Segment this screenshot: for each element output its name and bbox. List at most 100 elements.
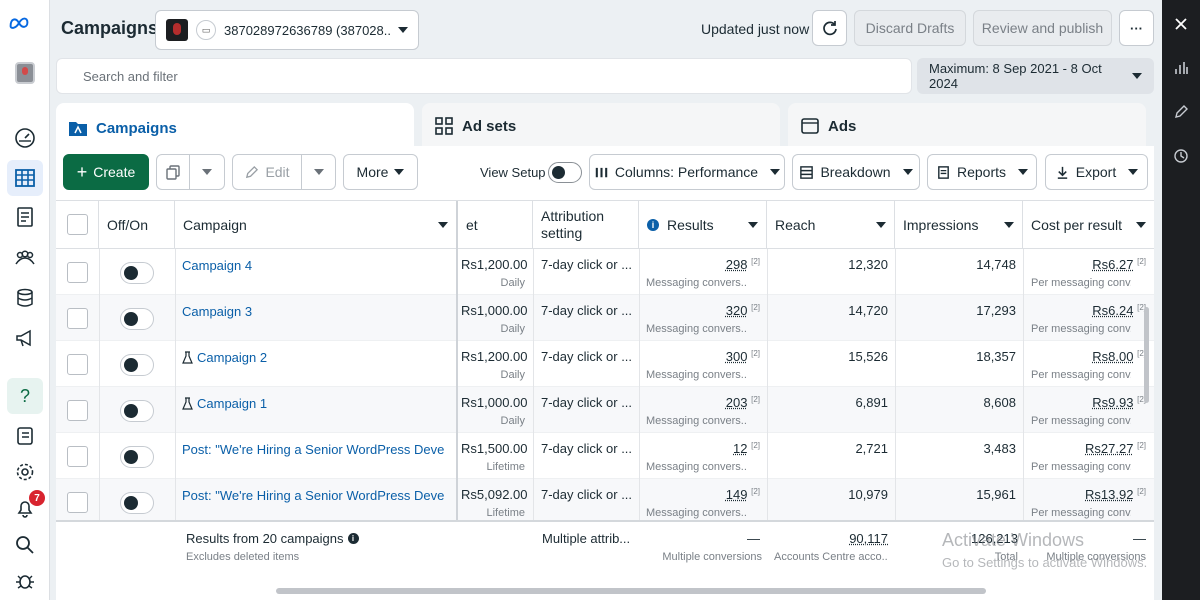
header-attribution[interactable]: Attribution setting — [533, 201, 639, 249]
create-label: Create — [93, 164, 136, 180]
row-checkbox[interactable] — [67, 262, 88, 283]
search-filter-bar[interactable] — [56, 58, 912, 94]
cost-value[interactable]: Rs9.93 — [1092, 395, 1134, 410]
sort-caret-icon[interactable] — [438, 222, 448, 228]
duplicate-button[interactable] — [156, 154, 190, 190]
create-button[interactable]: + Create — [63, 154, 149, 190]
table-row[interactable]: Campaign 3 Rs1,000.00 Daily 7-day click or … — [56, 295, 1154, 341]
sort-caret-icon[interactable] — [748, 222, 758, 228]
row-checkbox[interactable] — [67, 354, 88, 375]
campaign-name-link[interactable]: Campaign 2 — [182, 350, 444, 365]
table-row[interactable]: Campaign 4 Rs1,200.00 Daily 7-day click or … — [56, 249, 1154, 295]
cost-value[interactable]: Rs13.92 — [1085, 487, 1134, 502]
breakdown-button[interactable]: Breakdown — [792, 154, 920, 190]
table-grid-icon[interactable] — [7, 160, 43, 196]
table-row[interactable]: Post: "We're Hiring a Senior WordPress D… — [56, 479, 1154, 521]
results-value[interactable]: 320 — [725, 303, 748, 318]
table-row[interactable]: Post: "We're Hiring a Senior WordPress D… — [56, 433, 1154, 479]
campaign-toggle[interactable] — [120, 400, 154, 422]
date-range-selector[interactable]: Maximum: 8 Sep 2021 - 8 Oct 2024 — [917, 58, 1154, 94]
more-options-button[interactable]: ··· — [1119, 10, 1154, 46]
help-icon[interactable]: ? — [7, 378, 43, 414]
summary-impressions: 126,213 — [971, 531, 1018, 546]
export-button[interactable]: Export — [1045, 154, 1148, 190]
campaign-toggle[interactable] — [120, 262, 154, 284]
header-impressions[interactable]: Impressions — [895, 201, 1023, 249]
campaign-toggle[interactable] — [120, 492, 154, 514]
bell-icon[interactable]: 7 — [7, 490, 45, 526]
campaign-toggle[interactable] — [120, 308, 154, 330]
tab-campaigns[interactable]: Campaigns — [56, 103, 414, 153]
sort-caret-icon[interactable] — [1136, 222, 1146, 228]
results-value[interactable]: 12 — [733, 441, 748, 456]
table-row[interactable]: Campaign 2 Rs1,200.00 Daily 7-day click or … — [56, 341, 1154, 387]
dashboard-gauge-icon[interactable] — [7, 120, 43, 156]
tab-ads[interactable]: Ads — [788, 103, 1146, 149]
row-checkbox[interactable] — [67, 400, 88, 421]
sort-caret-icon[interactable] — [1004, 222, 1014, 228]
cost-type: Per messaging conv... — [1031, 277, 1131, 289]
cost-value[interactable]: Rs27.27 — [1085, 441, 1134, 456]
more-button[interactable]: More — [343, 154, 418, 190]
notebook-icon[interactable] — [7, 418, 43, 454]
row-checkbox[interactable] — [67, 446, 88, 467]
gear-icon[interactable] — [7, 454, 43, 490]
review-publish-button[interactable]: Review and publish — [973, 10, 1112, 46]
campaign-name-link[interactable]: Campaign 3 — [182, 304, 444, 319]
database-icon[interactable] — [7, 280, 43, 316]
refresh-button[interactable] — [812, 10, 847, 46]
cost-value[interactable]: Rs8.00 — [1092, 349, 1134, 364]
discard-drafts-button[interactable]: Discard Drafts — [854, 10, 966, 46]
search-icon[interactable] — [7, 527, 43, 563]
results-value[interactable]: 298 — [725, 257, 748, 272]
meta-logo-icon[interactable] — [8, 12, 30, 34]
search-input[interactable] — [83, 68, 885, 84]
bug-icon[interactable] — [7, 563, 43, 599]
tab-adsets[interactable]: Ad sets — [422, 103, 780, 149]
vertical-scrollbar[interactable] — [1144, 307, 1149, 403]
sort-caret-icon[interactable] — [876, 222, 886, 228]
duplicate-dropdown[interactable] — [189, 154, 225, 190]
header-reach[interactable]: Reach — [767, 201, 895, 249]
header-cost-per-result[interactable]: Cost per result — [1023, 201, 1154, 249]
chart-bars-icon[interactable] — [1171, 58, 1191, 78]
cost-value[interactable]: Rs6.27 — [1092, 257, 1134, 272]
header-off-on[interactable]: Off/On — [99, 201, 175, 249]
campaign-name-link[interactable]: Post: "We're Hiring a Senior WordPress D… — [182, 442, 444, 457]
table-row[interactable]: Campaign 1 Rs1,000.00 Daily 7-day click or … — [56, 387, 1154, 433]
info-icon[interactable]: i — [647, 219, 659, 231]
edit-dropdown[interactable] — [301, 154, 336, 190]
campaign-name-link[interactable]: Campaign 4 — [182, 258, 444, 273]
row-checkbox[interactable] — [67, 308, 88, 329]
header-budget[interactable]: et — [458, 201, 533, 249]
header-results[interactable]: i Results — [639, 201, 767, 249]
info-icon[interactable]: i — [347, 533, 359, 544]
results-value[interactable]: 203 — [725, 395, 748, 410]
close-icon[interactable] — [1171, 14, 1191, 34]
results-value[interactable]: 149 — [725, 487, 748, 502]
header-campaign[interactable]: Campaign — [175, 201, 457, 249]
clock-icon[interactable] — [1171, 146, 1191, 166]
ad-account-selector[interactable]: ▭ 387028972636789 (387028... — [155, 10, 419, 50]
row-checkbox[interactable] — [67, 492, 88, 513]
campaign-toggle[interactable] — [120, 354, 154, 376]
results-value[interactable]: 300 — [725, 349, 748, 364]
edit-button[interactable]: Edit — [232, 154, 302, 190]
campaign-toggle[interactable] — [120, 446, 154, 468]
horizontal-scrollbar[interactable] — [276, 588, 986, 594]
campaign-name-link[interactable]: Campaign 1 — [182, 396, 444, 411]
campaign-name-link[interactable]: Post: "We're Hiring a Senior WordPress D… — [182, 488, 444, 503]
megaphone-icon[interactable] — [7, 320, 43, 356]
audience-icon[interactable] — [7, 240, 43, 276]
account-avatar[interactable] — [15, 62, 35, 84]
cost-value[interactable]: Rs6.24 — [1092, 303, 1134, 318]
document-icon[interactable] — [7, 199, 43, 235]
chevron-down-icon — [1018, 169, 1029, 175]
pencil-icon[interactable] — [1171, 102, 1191, 122]
select-all-checkbox[interactable] — [67, 214, 88, 235]
columns-button[interactable]: Columns: Performance — [589, 154, 785, 190]
view-setup-toggle[interactable] — [548, 162, 582, 183]
date-range-label: Maximum: 8 Sep 2021 - 8 Oct 2024 — [929, 61, 1102, 91]
reports-button[interactable]: Reports — [927, 154, 1037, 190]
chevron-down-icon — [398, 27, 408, 33]
